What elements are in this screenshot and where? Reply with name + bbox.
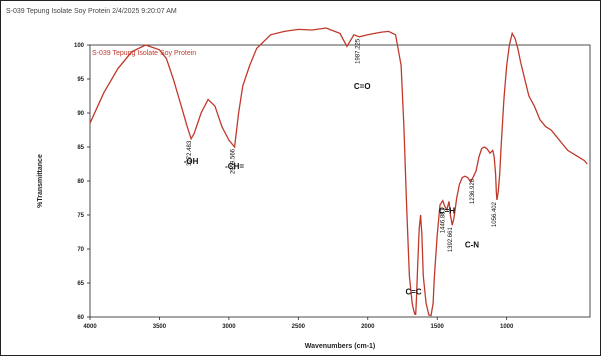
y-tick-label: 95 bbox=[77, 77, 84, 83]
peak-wavenumber-label: 2959.566 bbox=[231, 148, 237, 174]
x-tick-label: 2500 bbox=[292, 324, 306, 330]
x-tick-label: 3500 bbox=[153, 324, 167, 330]
legend-entry: S-039 Tepung Isolate Soy Protein bbox=[92, 50, 196, 57]
y-tick-label: 100 bbox=[74, 43, 85, 49]
x-tick-label: 4000 bbox=[83, 324, 97, 330]
y-axis-label: %Transmittance bbox=[37, 154, 44, 208]
functional-group-label: C=C bbox=[405, 288, 421, 297]
peak-wavenumber-label: 1446.881 bbox=[441, 208, 447, 234]
functional-group-label: C=H bbox=[439, 207, 455, 216]
plot-area-border bbox=[89, 44, 591, 318]
chart-window-title: S-039 Tepung Isolate Soy Protein 2/4/202… bbox=[6, 8, 177, 15]
peak-wavenumber-label: 1056.402 bbox=[492, 201, 498, 227]
peak-wavenumber-label: 1987.225 bbox=[355, 38, 361, 64]
peak-wavenumber-label: 1236.920 bbox=[470, 178, 476, 204]
x-tick-label: 1000 bbox=[500, 324, 514, 330]
y-tick-label: 75 bbox=[77, 213, 84, 219]
x-tick-label: 1500 bbox=[431, 324, 445, 330]
spectrum-line bbox=[89, 27, 588, 317]
y-tick-label: 85 bbox=[77, 145, 84, 151]
peak-wavenumber-label: 3272.483 bbox=[187, 140, 193, 166]
y-tick-label: 70 bbox=[77, 247, 84, 253]
x-axis-label: Wavenumbers (cm-1) bbox=[305, 343, 376, 350]
y-tick-label: 80 bbox=[77, 179, 84, 185]
y-tick-label: 90 bbox=[77, 111, 84, 117]
y-tick-label: 65 bbox=[77, 281, 84, 287]
functional-group-label: C=O bbox=[354, 82, 371, 91]
functional-group-label: -CH= bbox=[225, 162, 244, 171]
x-tick-label: 2000 bbox=[361, 324, 375, 330]
peak-wavenumber-label: 1392.661 bbox=[448, 227, 454, 253]
functional-group-label: C-N bbox=[465, 241, 479, 250]
functional-group-label: -OH bbox=[184, 157, 199, 166]
x-tick-label: 3000 bbox=[222, 324, 236, 330]
y-tick-label: 60 bbox=[77, 315, 84, 321]
